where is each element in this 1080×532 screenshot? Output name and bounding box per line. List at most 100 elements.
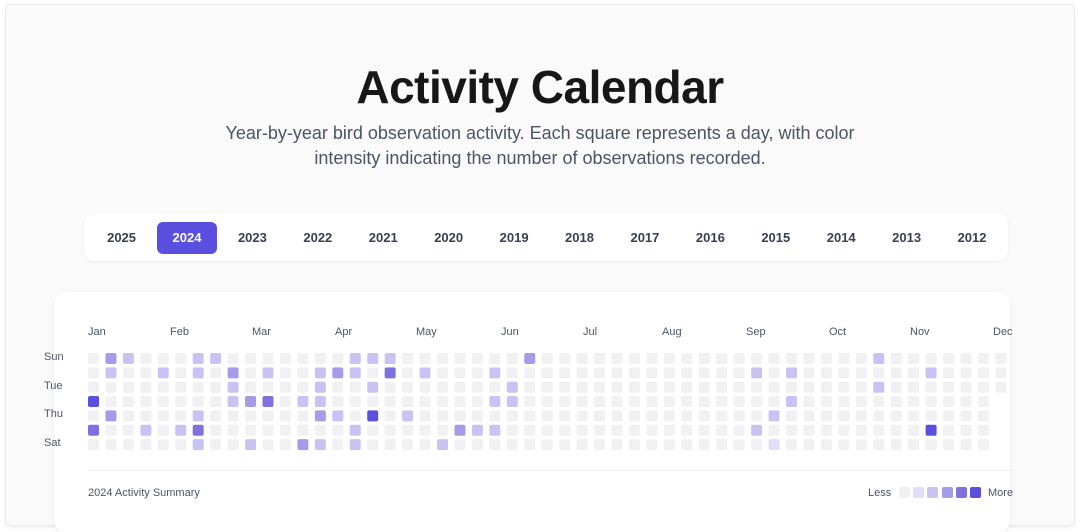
day-cell[interactable]	[786, 410, 797, 422]
day-cell[interactable]	[402, 381, 414, 393]
day-cell[interactable]	[681, 353, 693, 364]
day-cell[interactable]	[838, 410, 850, 422]
day-cell[interactable]	[803, 381, 815, 393]
day-cell[interactable]	[367, 353, 379, 364]
day-cell[interactable]	[384, 353, 396, 364]
day-cell[interactable]	[768, 367, 780, 379]
day-cell[interactable]	[227, 367, 239, 379]
day-cell[interactable]	[349, 381, 361, 393]
day-cell[interactable]	[559, 381, 571, 393]
day-cell[interactable]	[541, 396, 553, 408]
day-cell[interactable]	[594, 396, 606, 408]
day-cell[interactable]	[210, 353, 222, 364]
day-cell[interactable]	[890, 381, 902, 393]
day-cell[interactable]	[681, 381, 693, 393]
day-cell[interactable]	[157, 367, 169, 379]
day-cell[interactable]	[367, 381, 379, 393]
day-cell[interactable]	[192, 367, 204, 379]
day-cell[interactable]	[437, 367, 448, 379]
day-cell[interactable]	[541, 367, 553, 379]
day-cell[interactable]	[122, 424, 134, 436]
day-cell[interactable]	[227, 410, 239, 422]
day-cell[interactable]	[279, 396, 291, 408]
day-cell[interactable]	[105, 353, 117, 364]
day-cell[interactable]	[838, 353, 850, 364]
day-cell[interactable]	[611, 367, 623, 379]
day-cell[interactable]	[402, 439, 414, 451]
day-cell[interactable]	[262, 410, 274, 422]
day-cell[interactable]	[995, 353, 1007, 364]
day-cell[interactable]	[192, 410, 204, 422]
day-cell[interactable]	[245, 367, 257, 379]
day-cell[interactable]	[245, 410, 257, 422]
day-cell[interactable]	[297, 353, 309, 364]
day-cell[interactable]	[297, 381, 309, 393]
day-cell[interactable]	[628, 424, 640, 436]
day-cell[interactable]	[105, 410, 117, 422]
day-cell[interactable]	[192, 396, 204, 408]
day-cell[interactable]	[977, 396, 989, 408]
day-cell[interactable]	[175, 367, 187, 379]
year-tab-2025[interactable]: 2025	[107, 230, 137, 245]
day-cell[interactable]	[175, 396, 187, 408]
day-cell[interactable]	[925, 353, 937, 364]
day-cell[interactable]	[576, 424, 588, 436]
day-cell[interactable]	[349, 410, 361, 422]
day-cell[interactable]	[977, 424, 989, 436]
day-cell[interactable]	[681, 410, 693, 422]
day-cell[interactable]	[820, 396, 832, 408]
day-cell[interactable]	[210, 439, 222, 451]
day-cell[interactable]	[384, 396, 396, 408]
year-tab-2023[interactable]: 2023	[237, 230, 267, 245]
day-cell[interactable]	[332, 396, 344, 408]
day-cell[interactable]	[663, 381, 675, 393]
day-cell[interactable]	[437, 439, 448, 451]
day-cell[interactable]	[663, 353, 675, 364]
day-cell[interactable]	[297, 439, 309, 451]
day-cell[interactable]	[524, 410, 536, 422]
day-cell[interactable]	[454, 424, 466, 436]
day-cell[interactable]	[716, 396, 728, 408]
day-cell[interactable]	[541, 439, 553, 451]
day-cell[interactable]	[838, 424, 850, 436]
day-cell[interactable]	[873, 439, 885, 451]
day-cell[interactable]	[262, 439, 274, 451]
day-cell[interactable]	[210, 410, 222, 422]
day-cell[interactable]	[960, 367, 972, 379]
day-cell[interactable]	[855, 396, 867, 408]
day-cell[interactable]	[105, 439, 117, 451]
day-cell[interactable]	[733, 367, 745, 379]
day-cell[interactable]	[88, 367, 99, 379]
day-cell[interactable]	[506, 410, 518, 422]
day-cell[interactable]	[88, 424, 99, 436]
day-cell[interactable]	[803, 396, 815, 408]
day-cell[interactable]	[576, 396, 588, 408]
day-cell[interactable]	[594, 353, 606, 364]
day-cell[interactable]	[768, 424, 780, 436]
day-cell[interactable]	[559, 424, 571, 436]
day-cell[interactable]	[908, 424, 920, 436]
day-cell[interactable]	[297, 424, 309, 436]
day-cell[interactable]	[594, 439, 606, 451]
day-cell[interactable]	[733, 410, 745, 422]
day-cell[interactable]	[594, 367, 606, 379]
day-cell[interactable]	[437, 353, 448, 364]
day-cell[interactable]	[628, 410, 640, 422]
day-cell[interactable]	[227, 353, 239, 364]
day-cell[interactable]	[454, 439, 466, 451]
year-tab-2017[interactable]: 2017	[630, 230, 660, 245]
day-cell[interactable]	[908, 396, 920, 408]
day-cell[interactable]	[279, 381, 291, 393]
day-cell[interactable]	[646, 353, 658, 364]
day-cell[interactable]	[140, 439, 152, 451]
day-cell[interactable]	[716, 424, 728, 436]
day-cell[interactable]	[454, 396, 466, 408]
day-cell[interactable]	[489, 424, 501, 436]
day-cell[interactable]	[384, 367, 396, 379]
day-cell[interactable]	[297, 396, 309, 408]
day-cell[interactable]	[803, 353, 815, 364]
day-cell[interactable]	[594, 410, 606, 422]
day-cell[interactable]	[192, 381, 204, 393]
day-cell[interactable]	[646, 396, 658, 408]
day-cell[interactable]	[960, 381, 972, 393]
